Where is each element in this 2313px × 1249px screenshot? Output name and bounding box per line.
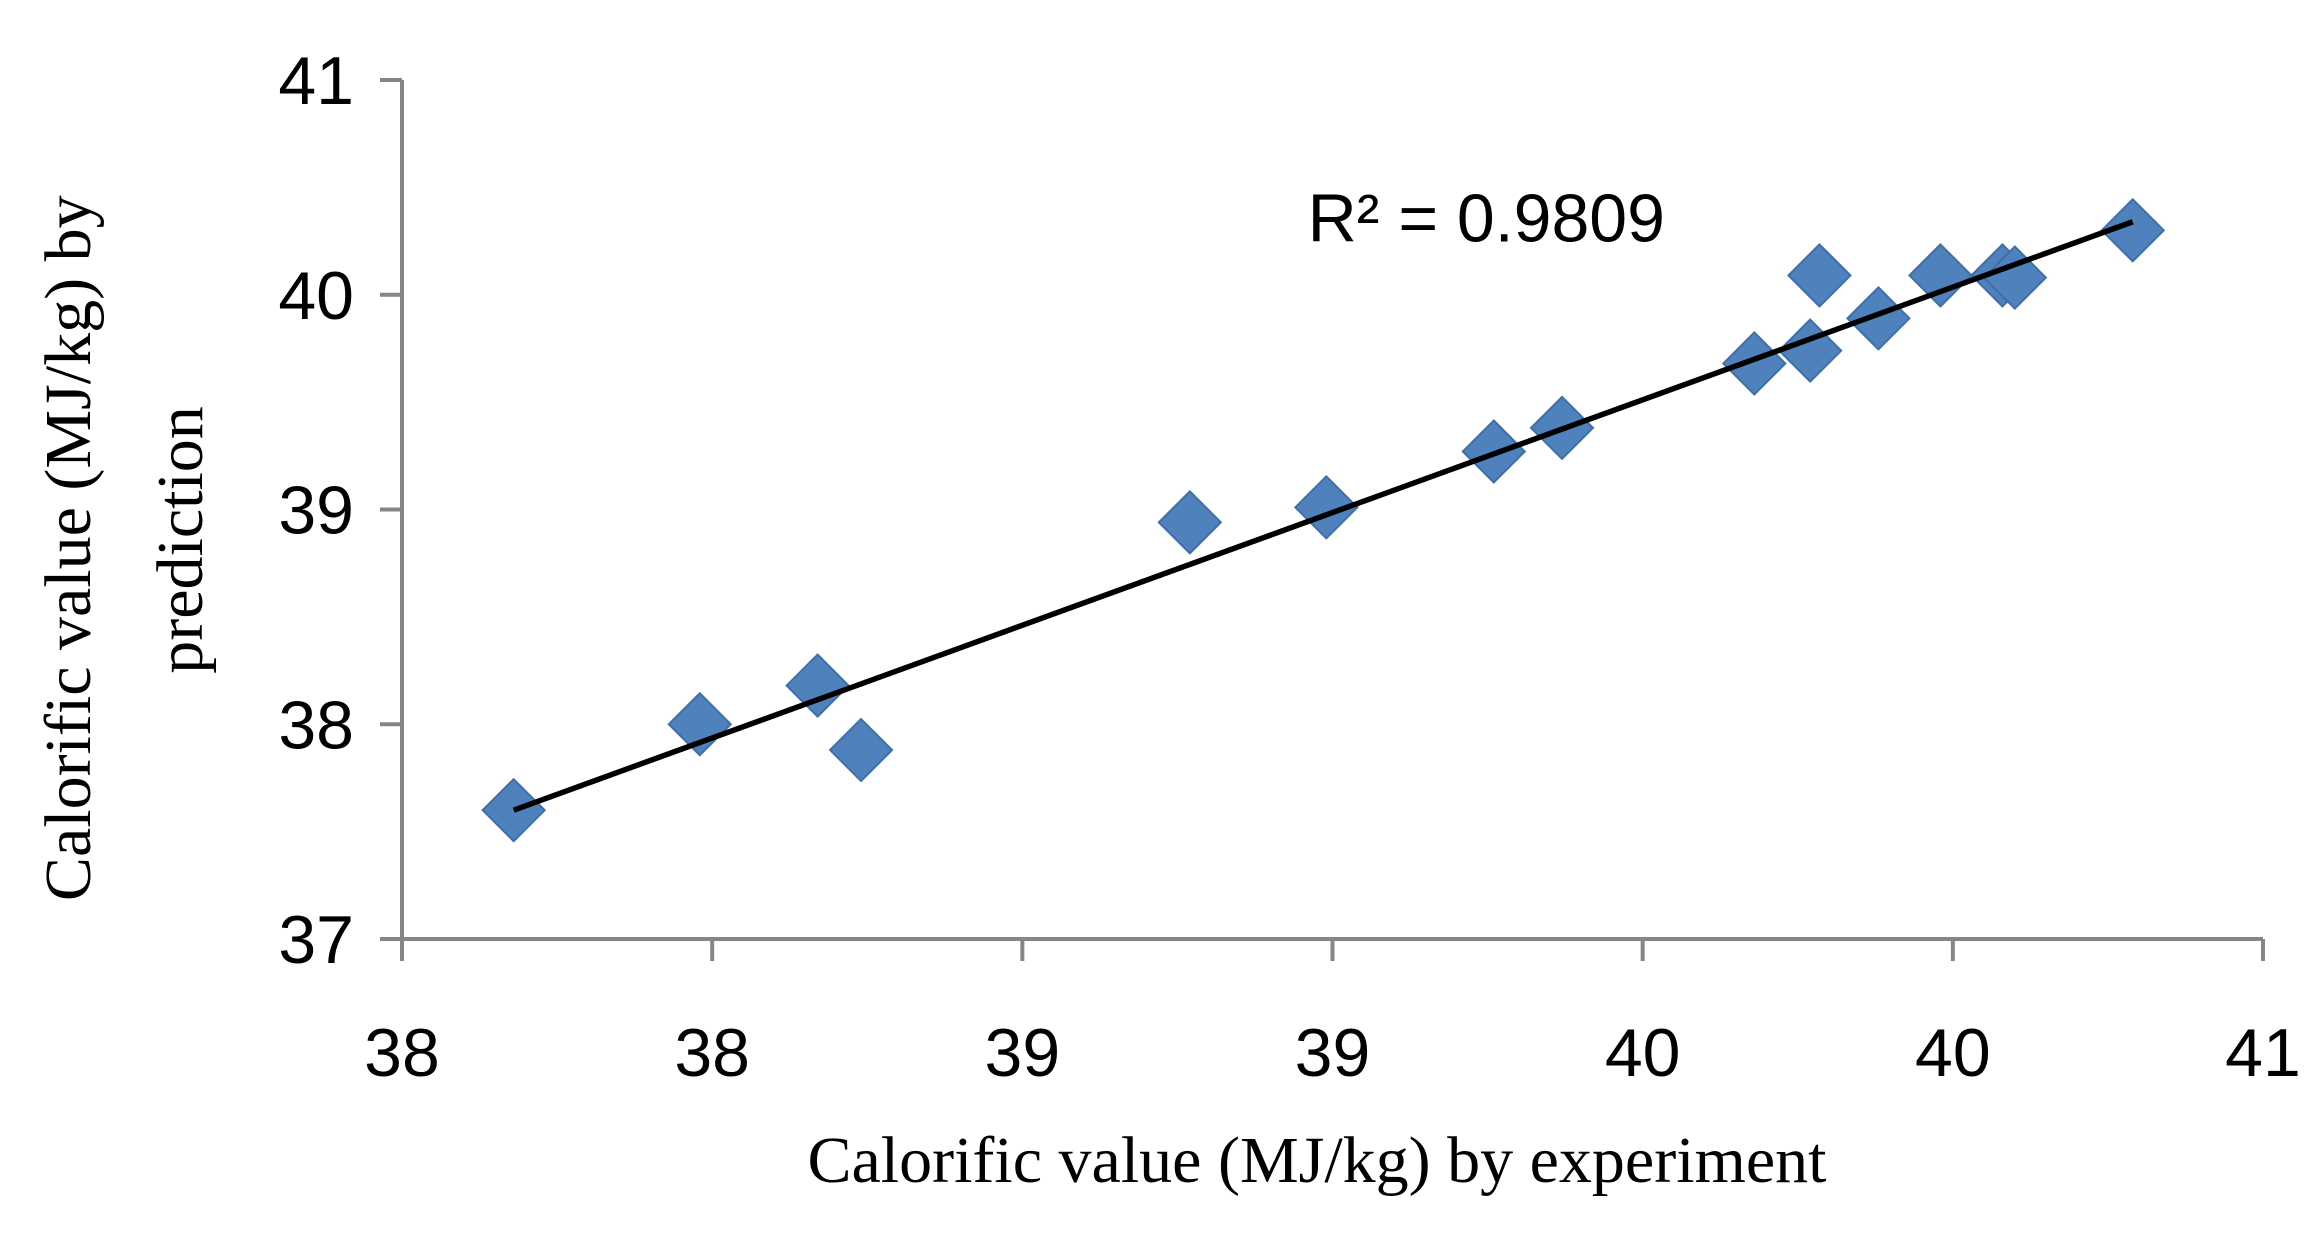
- y-tick-label: 37: [278, 902, 354, 978]
- r-squared-label: R² = 0.9809: [1308, 180, 1665, 256]
- data-point-diamond: [1787, 243, 1852, 308]
- x-tick-label: 40: [1605, 1015, 1681, 1091]
- data-point-diamond: [1982, 245, 2048, 310]
- y-tick-label: 40: [278, 258, 354, 334]
- data-point-diamond: [1908, 243, 1973, 308]
- data-point-diamond: [1721, 331, 1787, 396]
- y-axis-title: Calorific value (MJ/kg) by prediction: [32, 179, 217, 901]
- y-axis-title-line-2: prediction: [144, 406, 217, 674]
- data-point-diamond: [2100, 197, 2166, 263]
- y-tick-label: 39: [278, 473, 354, 549]
- data-point-diamond: [828, 717, 894, 783]
- data-point-diamond: [1157, 489, 1223, 555]
- data-point-diamond: [667, 691, 733, 757]
- y-tick-label: 41: [278, 43, 354, 119]
- x-tick-label: 40: [1915, 1015, 1991, 1091]
- annotations: R² = 0.9809: [1308, 180, 1665, 256]
- x-tick-label: 41: [2225, 1015, 2301, 1091]
- x-tick-label: 38: [364, 1015, 440, 1091]
- x-tick-label: 39: [1295, 1015, 1371, 1091]
- data-point-diamond: [785, 653, 851, 719]
- y-tick-label: 38: [278, 687, 354, 763]
- x-axis-title: Calorific value (MJ/kg) by experiment: [807, 1124, 1826, 1197]
- x-tick-label: 38: [674, 1015, 750, 1091]
- x-tick-label: 39: [985, 1015, 1061, 1091]
- y-axis-ticks: 37 38 39 40 41: [278, 43, 402, 978]
- data-point-diamond: [1845, 285, 1911, 351]
- trendline: [512, 219, 2134, 813]
- x-axis-ticks: 38 38 39 39 40 40 41: [364, 939, 2301, 1091]
- y-axis-title-line-1: Calorific value (MJ/kg) by: [32, 195, 105, 901]
- data-points: [481, 197, 2166, 843]
